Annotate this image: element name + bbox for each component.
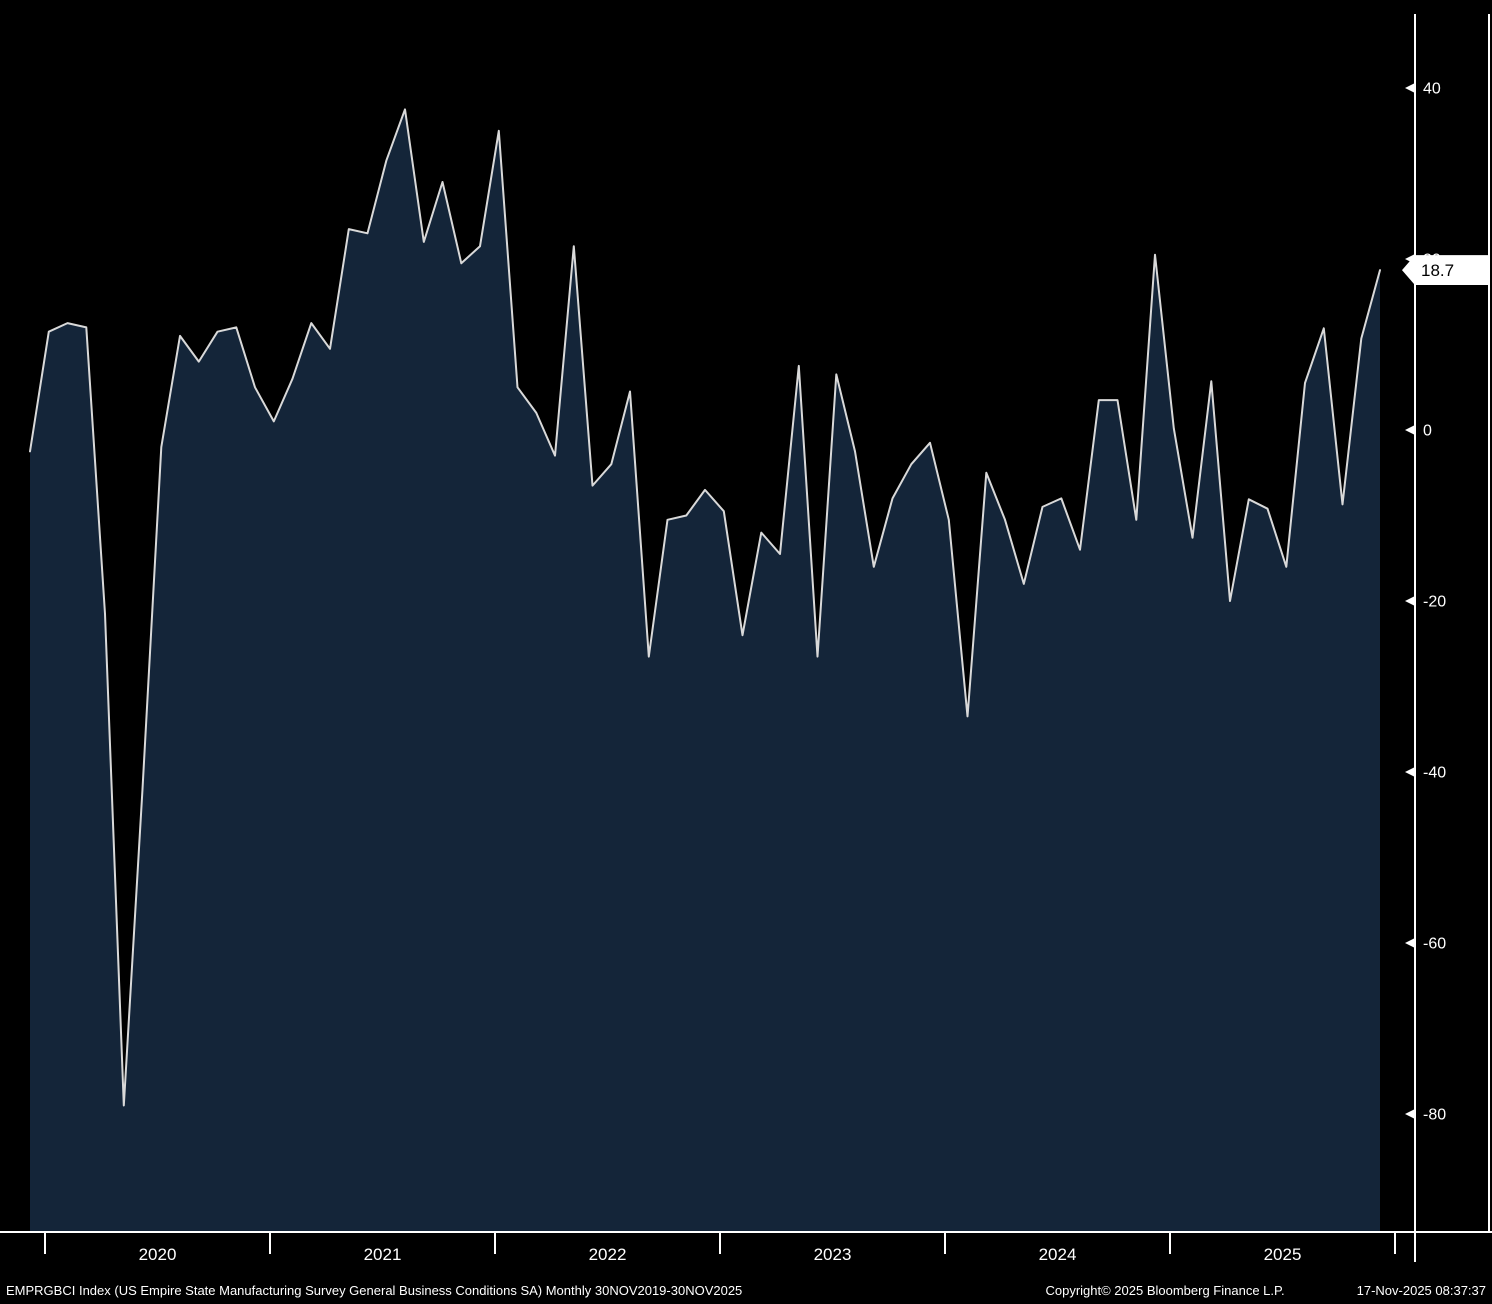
y-tick-label: -60	[1423, 936, 1446, 953]
y-tick-label: -20	[1423, 594, 1446, 611]
x-tick-label: 2022	[589, 1245, 627, 1264]
x-tick-label: 2023	[814, 1245, 852, 1264]
y-tick-mark	[1405, 767, 1415, 777]
y-tick-label: -40	[1423, 765, 1446, 782]
x-tick-label: 2020	[139, 1245, 177, 1264]
footer-security-description: EMPRGBCI Index (US Empire State Manufact…	[6, 1282, 743, 1298]
x-tick-label: 2024	[1039, 1245, 1077, 1264]
status-bar: EMPRGBCI Index (US Empire State Manufact…	[0, 1276, 1492, 1304]
footer-timestamp: 17-Nov-2025 08:37:37	[1356, 1282, 1486, 1298]
last-value-flag: 18.7	[1402, 255, 1489, 286]
y-tick-label: -80	[1423, 1107, 1446, 1124]
x-tick-label: 2021	[364, 1245, 402, 1264]
series-line	[29, 108, 1381, 1107]
y-tick-mark	[1405, 1109, 1415, 1119]
y-tick-mark	[1405, 83, 1415, 93]
y-tick-mark	[1405, 425, 1415, 435]
y-tick-label: 0	[1423, 423, 1432, 440]
area-fill	[30, 109, 1380, 1232]
y-tick-mark	[1405, 938, 1415, 948]
y-tick-mark	[1405, 596, 1415, 606]
x-tick-label: 2025	[1264, 1245, 1302, 1264]
footer-copyright: Copyright© 2025 Bloomberg Finance L.P.	[1045, 1282, 1285, 1298]
y-tick-label: 40	[1423, 81, 1441, 98]
last-value-text: 18.7	[1421, 260, 1455, 280]
